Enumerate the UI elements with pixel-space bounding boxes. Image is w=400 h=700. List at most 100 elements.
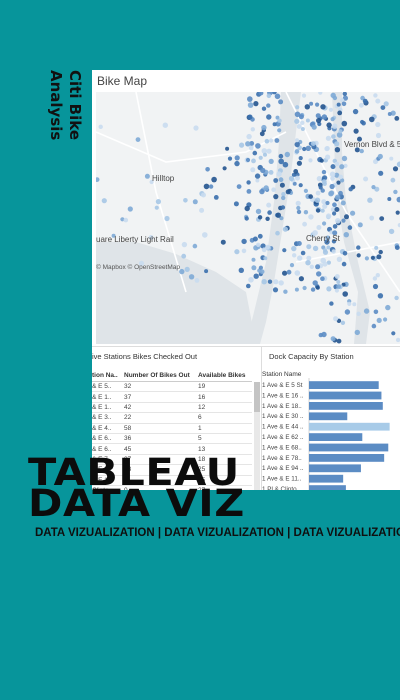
table-row[interactable]: Clinto..027: [92, 486, 252, 490]
column-header-bikes-out[interactable]: Number Of Bikes Out: [124, 372, 190, 379]
bike-map[interactable]: Hilltop Vernon Blvd & 50 uare Liberty Li…: [96, 92, 400, 344]
station-dot: [298, 114, 304, 120]
station-dot: [394, 295, 399, 301]
table-row[interactable]: & E 4.. 58 1: [92, 424, 252, 434]
station-dot: [181, 253, 187, 259]
station-dot: [306, 244, 312, 250]
station-dot: [369, 215, 375, 221]
table-row[interactable]: & E 1.. 37 16: [92, 392, 252, 403]
station-dot: [360, 119, 365, 125]
station-dot: [257, 215, 263, 220]
station-dot: [194, 278, 200, 283]
station-dot: [324, 239, 330, 245]
station-dot: [245, 157, 251, 163]
station-dot: [308, 158, 313, 163]
station-dot: [392, 166, 399, 172]
station-dot: [309, 264, 314, 269]
station-dot: [267, 279, 273, 284]
stations-table[interactable]: tion Na.. Number Of Bikes Out Available …: [92, 370, 252, 490]
station-dot: [330, 92, 336, 99]
station-dot: [296, 205, 301, 211]
table-scrollbar[interactable]: [254, 382, 260, 490]
station-dot: [389, 156, 394, 161]
station-dot: [192, 243, 198, 249]
cell-available: 18: [198, 455, 206, 463]
station-dot: [336, 280, 341, 284]
map-label-cherry: Cherry St: [306, 234, 340, 243]
station-dot: [334, 141, 340, 147]
station-dot: [135, 137, 141, 142]
station-dot: [294, 287, 299, 292]
station-dot: [111, 233, 116, 238]
table-row[interactable]: & E 9.. 13 25: [92, 465, 252, 476]
chart-category-label: 1 Ave & E 68..: [262, 444, 302, 451]
station-dot: [363, 308, 370, 314]
station-dot: [296, 209, 302, 215]
station-dot: [234, 155, 240, 161]
table-row[interactable]: & E 1.. 0 25: [92, 476, 252, 486]
station-dot: [291, 245, 297, 252]
table-row[interactable]: & E 7.. 37 18: [92, 455, 252, 466]
station-dot: [284, 151, 290, 158]
station-dot: [397, 223, 400, 228]
station-dot: [338, 174, 343, 180]
station-dot: [211, 176, 217, 183]
station-dot: [277, 118, 282, 123]
station-dot: [261, 106, 267, 111]
station-dot: [312, 280, 318, 286]
chart-bar: [309, 433, 363, 441]
table-row[interactable]: & E 5.. 32 19: [92, 382, 252, 393]
station-dot: [335, 218, 341, 224]
station-dot: [334, 172, 340, 178]
station-dot: [281, 192, 286, 197]
station-dot: [356, 253, 361, 258]
station-dot: [266, 148, 272, 154]
column-header-available[interactable]: Available Bikes: [198, 372, 246, 379]
station-dot: [251, 158, 256, 164]
station-dot: [316, 225, 322, 230]
station-dot: [326, 286, 332, 292]
station-dot: [265, 244, 270, 250]
station-dot: [204, 269, 209, 274]
cell-bikes-out: 0: [124, 476, 128, 484]
station-dot: [321, 169, 327, 175]
station-dot: [319, 158, 324, 163]
station-dot: [348, 187, 353, 192]
table-row[interactable]: & E 3.. 22 6: [92, 413, 252, 424]
table-header-row: tion Na.. Number Of Bikes Out Available …: [92, 370, 252, 382]
table-row[interactable]: & E 1.. 42 12: [92, 403, 252, 414]
station-dot: [377, 293, 384, 299]
table-row[interactable]: & E 6.. 36 5: [92, 434, 252, 445]
station-dot: [376, 317, 382, 323]
column-header-station[interactable]: tion Na..: [92, 372, 118, 379]
chart-category-label: 1 Ave & E 11..: [262, 476, 302, 483]
station-dot: [328, 191, 334, 197]
station-dot: [261, 279, 267, 285]
cell-available: 13: [198, 445, 206, 453]
table-title: ive Stations Bikes Checked Out: [92, 352, 198, 361]
station-dot: [322, 221, 327, 226]
station-dot: [148, 235, 154, 240]
station-dot: [362, 98, 368, 104]
chart-bar: [309, 381, 379, 389]
station-dot: [120, 217, 125, 222]
station-dot: [155, 199, 161, 205]
station-dot: [347, 225, 353, 230]
station-dot: [305, 118, 310, 123]
cell-station: & E 3..: [92, 414, 112, 422]
table-row[interactable]: & E 6.. 45 13: [92, 444, 252, 455]
station-dot: [374, 186, 380, 192]
station-dot: [202, 232, 208, 238]
chart-category-label: 1 Ave & E 16 ..: [262, 392, 304, 399]
station-dot: [375, 98, 381, 104]
station-dot: [312, 245, 319, 252]
scrollbar-thumb[interactable]: [254, 382, 260, 412]
station-dot: [309, 101, 314, 106]
station-dot: [356, 245, 361, 250]
station-dot: [305, 260, 311, 266]
station-dot: [247, 114, 253, 120]
station-dot: [247, 102, 254, 108]
station-dot: [315, 208, 321, 213]
chart-bar: [309, 454, 385, 462]
station-dot: [300, 250, 306, 256]
